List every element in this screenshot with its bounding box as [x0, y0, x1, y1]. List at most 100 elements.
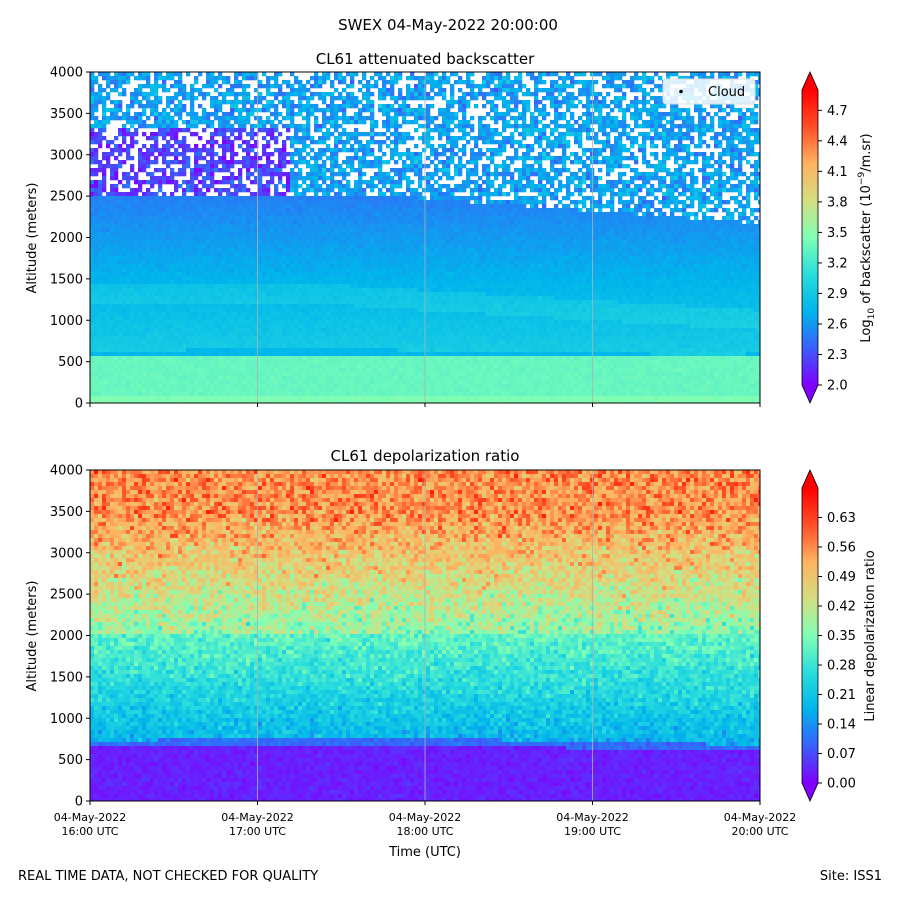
- heatmap-cell: [350, 376, 355, 381]
- heatmap-cell: [178, 144, 183, 149]
- heatmap-cell: [130, 360, 135, 365]
- heatmap-cell: [98, 180, 103, 185]
- heatmap-cell: [318, 376, 323, 381]
- heatmap-cell: [118, 324, 123, 329]
- heatmap-cell: [162, 80, 167, 85]
- heatmap-cell: [290, 72, 295, 77]
- heatmap-cell: [166, 96, 171, 101]
- heatmap-cell: [274, 292, 279, 297]
- heatmap-cell: [142, 356, 147, 361]
- heatmap-cell: [262, 288, 267, 293]
- heatmap-cell: [282, 284, 287, 289]
- heatmap-cell: [342, 324, 347, 329]
- heatmap-cell: [182, 224, 187, 229]
- heatmap-cell: [126, 180, 131, 185]
- heatmap-cell: [214, 312, 219, 317]
- heatmap-cell: [330, 208, 335, 213]
- heatmap-cell: [338, 192, 343, 197]
- heatmap-cell: [334, 208, 339, 213]
- heatmap-cell: [334, 400, 339, 403]
- heatmap-cell: [278, 160, 283, 165]
- heatmap-cell: [242, 336, 247, 341]
- heatmap-cell: [118, 148, 123, 153]
- heatmap-cell: [118, 192, 123, 197]
- heatmap-cell: [318, 124, 323, 129]
- heatmap-cell: [310, 196, 315, 201]
- heatmap-cell: [230, 164, 235, 169]
- heatmap-cell: [186, 308, 191, 313]
- heatmap-cell: [350, 236, 355, 241]
- heatmap-cell: [142, 312, 147, 317]
- heatmap-cell: [362, 388, 367, 393]
- heatmap-cell: [322, 348, 327, 353]
- heatmap-cell: [354, 308, 359, 313]
- heatmap-cell: [282, 200, 287, 205]
- heatmap-cell: [310, 140, 315, 145]
- heatmap-cell: [190, 228, 195, 233]
- heatmap-cell: [298, 224, 303, 229]
- heatmap-cell: [170, 172, 175, 177]
- heatmap-cell: [210, 260, 215, 265]
- heatmap-cell: [146, 188, 151, 193]
- heatmap-cell: [106, 204, 111, 209]
- heatmap-cell: [162, 264, 167, 269]
- heatmap-cell: [298, 88, 303, 93]
- heatmap-cell: [278, 248, 283, 253]
- heatmap-cell: [98, 256, 103, 261]
- heatmap-cell: [362, 200, 367, 205]
- heatmap-cell: [146, 368, 151, 373]
- heatmap-cell: [154, 368, 159, 373]
- heatmap-cell: [114, 284, 119, 289]
- heatmap-cell: [322, 232, 327, 237]
- heatmap-cell: [158, 84, 163, 89]
- heatmap-cell: [198, 328, 203, 333]
- heatmap-cell: [234, 232, 239, 237]
- heatmap-cell: [350, 256, 355, 261]
- heatmap-cell: [294, 132, 299, 137]
- heatmap-cell: [298, 128, 303, 133]
- heatmap-cell: [326, 224, 331, 229]
- heatmap-cell: [254, 368, 259, 373]
- heatmap-cell: [298, 176, 303, 181]
- heatmap-cell: [214, 104, 219, 109]
- heatmap-cell: [242, 224, 247, 229]
- heatmap-cell: [286, 172, 291, 177]
- heatmap-cell: [282, 348, 287, 353]
- heatmap-cell: [222, 400, 227, 403]
- heatmap-cell: [218, 292, 223, 297]
- heatmap-cell: [270, 240, 275, 245]
- heatmap-cell: [214, 308, 219, 313]
- heatmap-cell: [302, 228, 307, 233]
- heatmap-cell: [346, 236, 351, 241]
- heatmap-cell: [290, 280, 295, 285]
- heatmap-cell: [182, 88, 187, 93]
- heatmap-cell: [306, 220, 311, 225]
- heatmap-cell: [254, 160, 259, 165]
- heatmap-cell: [106, 244, 111, 249]
- heatmap-cell: [198, 148, 203, 153]
- heatmap-cell: [242, 120, 247, 125]
- heatmap-cell: [274, 124, 279, 129]
- heatmap-cell: [94, 260, 99, 265]
- heatmap-cell: [286, 400, 291, 403]
- heatmap-cell: [202, 400, 207, 403]
- heatmap-cell: [226, 180, 231, 185]
- heatmap-cell: [350, 392, 355, 397]
- heatmap-cell: [218, 92, 223, 97]
- heatmap-cell: [186, 344, 191, 349]
- heatmap-cell: [362, 120, 367, 125]
- heatmap-cell: [362, 148, 367, 153]
- heatmap-cell: [98, 160, 103, 165]
- heatmap-cell: [182, 396, 187, 401]
- heatmap-cell: [330, 316, 335, 321]
- heatmap-cell: [286, 280, 291, 285]
- heatmap-cell: [254, 236, 259, 241]
- heatmap-cell: [362, 368, 367, 373]
- heatmap-cell: [230, 88, 235, 93]
- heatmap-cell: [350, 228, 355, 233]
- heatmap-cell: [318, 96, 323, 101]
- heatmap-cell: [110, 328, 115, 333]
- heatmap-cell: [290, 360, 295, 365]
- heatmap-cell: [274, 140, 279, 145]
- heatmap-cell: [338, 356, 343, 361]
